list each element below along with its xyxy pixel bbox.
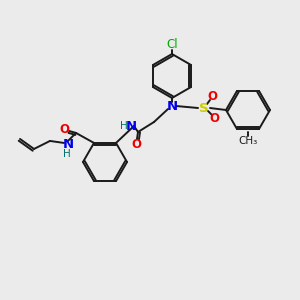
Text: N: N (62, 138, 74, 152)
Text: N: N (125, 119, 136, 133)
Text: H: H (63, 149, 71, 159)
Text: O: O (207, 89, 217, 103)
Text: S: S (199, 101, 209, 115)
Text: H: H (120, 121, 128, 131)
Text: Cl: Cl (166, 38, 178, 52)
Text: O: O (209, 112, 219, 125)
Text: CH₃: CH₃ (238, 136, 258, 146)
Text: N: N (167, 100, 178, 112)
Text: O: O (131, 137, 141, 151)
Text: O: O (59, 123, 69, 136)
